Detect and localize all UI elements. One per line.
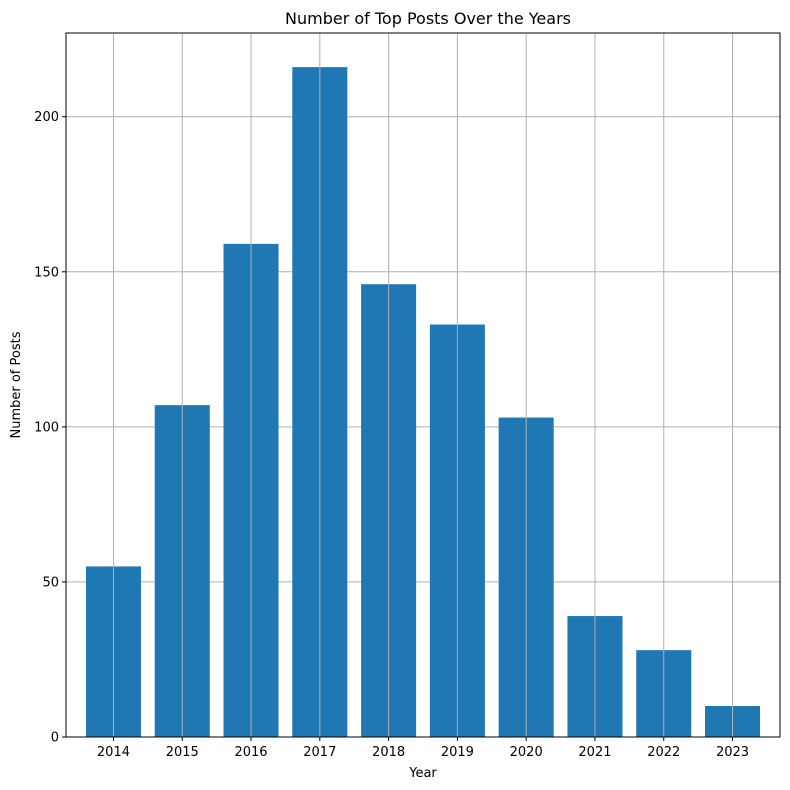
x-tick-label: 2023 xyxy=(716,745,749,760)
x-tick-label: 2014 xyxy=(97,745,130,760)
y-tick-label: 150 xyxy=(34,265,59,280)
y-tick-label: 100 xyxy=(34,420,59,435)
x-tick-label: 2021 xyxy=(578,745,611,760)
x-tick-label: 2016 xyxy=(234,745,267,760)
y-axis-label: Number of Posts xyxy=(9,331,24,438)
x-tick-label: 2015 xyxy=(166,745,199,760)
x-axis-ticks: 2014 2015 2016 2017 2018 2019 2020 2021 2022 2023 xyxy=(97,737,749,760)
y-tick-label: 200 xyxy=(34,110,59,125)
x-tick-label: 2018 xyxy=(372,745,405,760)
y-tick-label: 50 xyxy=(42,575,59,590)
x-tick-label: 2020 xyxy=(510,745,543,760)
y-tick-label: 0 xyxy=(51,731,59,746)
x-tick-label: 2019 xyxy=(441,745,474,760)
bars xyxy=(85,33,761,737)
x-tick-label: 2022 xyxy=(647,745,680,760)
chart-title: Number of Top Posts Over the Years xyxy=(285,9,571,28)
plot-area-frame xyxy=(65,32,781,738)
y-axis-ticks: 0 50 100 150 200 xyxy=(34,110,66,746)
x-tick-label: 2017 xyxy=(303,745,336,760)
x-axis-label: Year xyxy=(408,766,437,781)
